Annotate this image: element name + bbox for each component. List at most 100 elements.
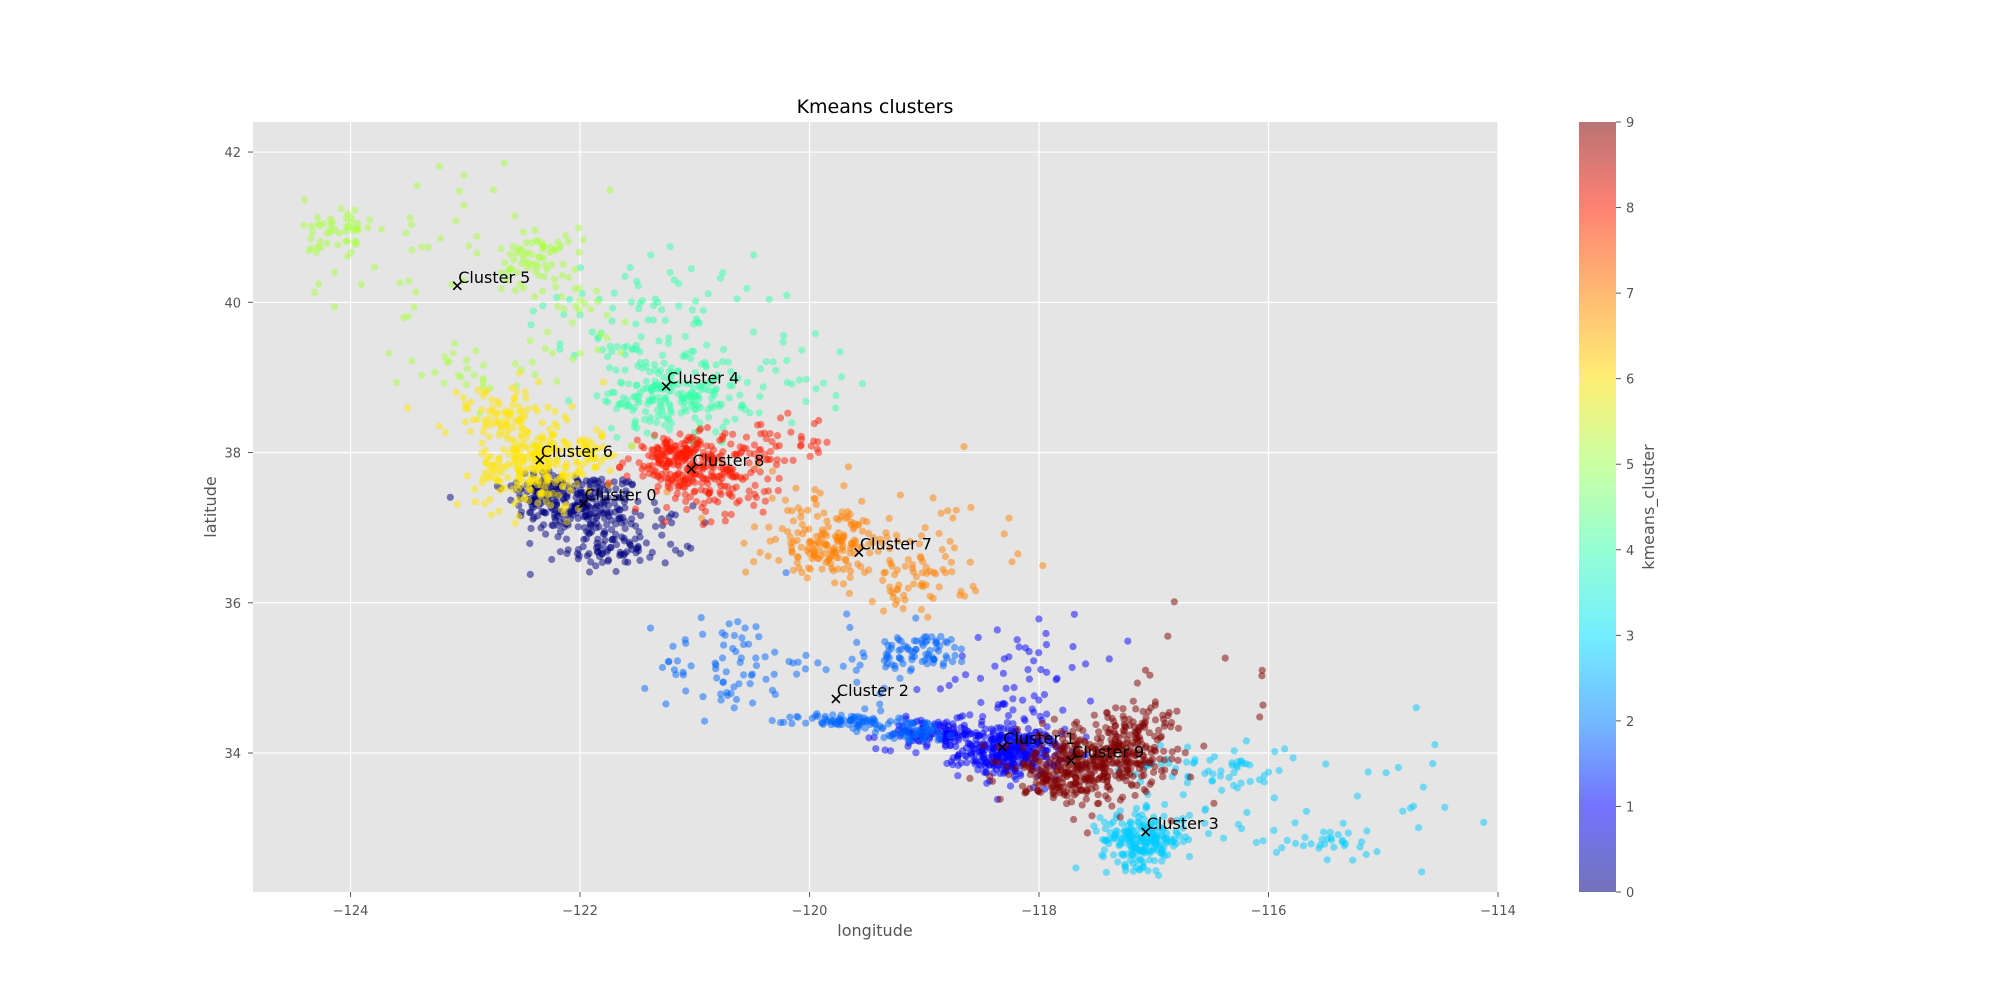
data-point (1373, 848, 1381, 856)
data-point (650, 499, 659, 507)
data-point (502, 407, 510, 415)
data-point (1070, 733, 1078, 741)
data-point (598, 430, 606, 438)
data-point (1220, 834, 1228, 842)
data-point (1035, 649, 1043, 657)
data-point (1013, 636, 1021, 644)
data-point (935, 583, 943, 591)
data-point (1243, 808, 1251, 817)
data-point (740, 444, 748, 452)
data-point (1101, 754, 1109, 762)
data-point (312, 248, 321, 257)
data-point (682, 407, 690, 415)
data-point (912, 749, 920, 757)
data-point (521, 388, 529, 396)
data-point (522, 259, 530, 267)
data-point (866, 549, 874, 557)
centroid-marker (854, 547, 864, 558)
data-point (783, 378, 791, 387)
data-point (478, 449, 486, 457)
data-point (846, 623, 854, 632)
data-point (922, 731, 930, 739)
data-point (1278, 844, 1286, 852)
data-point (529, 307, 538, 315)
data-point (846, 567, 855, 575)
data-point (700, 499, 708, 507)
data-point (622, 402, 630, 410)
data-point (947, 558, 956, 566)
data-point (814, 659, 822, 667)
data-point (587, 305, 595, 313)
data-point (571, 266, 579, 274)
data-point (551, 506, 559, 514)
data-point (768, 467, 777, 475)
data-point (638, 442, 646, 450)
data-point (765, 523, 773, 531)
data-point (698, 514, 706, 522)
data-point (1160, 812, 1168, 821)
data-point (546, 243, 555, 251)
data-point (707, 518, 715, 526)
data-point (1341, 840, 1349, 848)
data-point (556, 345, 564, 353)
centroid-marker (452, 281, 462, 291)
data-point (513, 268, 522, 276)
data-point (1283, 836, 1291, 845)
data-point (531, 293, 539, 301)
data-point (1017, 737, 1025, 746)
data-point (538, 432, 546, 440)
data-point (949, 720, 957, 728)
data-point (966, 711, 974, 719)
data-point (605, 364, 614, 372)
data-point (798, 569, 806, 577)
data-point (1037, 666, 1045, 674)
data-point (878, 725, 886, 733)
data-point (1128, 846, 1136, 854)
data-point (1124, 758, 1132, 766)
data-point (681, 352, 689, 360)
data-point (508, 401, 517, 409)
data-point (931, 570, 940, 578)
data-point (734, 618, 742, 626)
data-point (1100, 846, 1108, 854)
data-point (835, 714, 844, 723)
data-point (612, 541, 621, 549)
data-point (960, 721, 968, 729)
data-point (939, 659, 948, 667)
data-point (576, 349, 585, 357)
data-point (612, 567, 620, 576)
data-point (1132, 759, 1140, 767)
data-point (536, 481, 545, 489)
data-point (775, 556, 783, 565)
data-point (991, 662, 999, 670)
data-point (1042, 751, 1050, 759)
data-point (1136, 736, 1144, 744)
data-point (452, 388, 460, 396)
data-point (1260, 771, 1268, 780)
data-point (938, 546, 946, 554)
data-point (750, 501, 758, 509)
data-point (568, 402, 576, 410)
data-point (479, 361, 487, 369)
data-point (582, 477, 590, 485)
plot-area (253, 122, 1498, 892)
data-point (553, 423, 561, 431)
data-point (795, 376, 803, 384)
data-point (1024, 725, 1032, 733)
data-point (805, 525, 813, 533)
data-point (797, 543, 805, 551)
data-point (629, 393, 638, 401)
data-point (459, 394, 467, 402)
data-point (1131, 791, 1139, 800)
data-point (1125, 715, 1133, 723)
data-point (660, 359, 668, 367)
data-point (1009, 706, 1017, 714)
data-point (883, 533, 891, 541)
data-point (1134, 826, 1142, 834)
data-point (783, 356, 791, 365)
data-point (583, 552, 592, 560)
data-point (719, 358, 727, 366)
data-point (454, 371, 462, 379)
data-point (1001, 734, 1009, 742)
data-point (742, 568, 750, 576)
